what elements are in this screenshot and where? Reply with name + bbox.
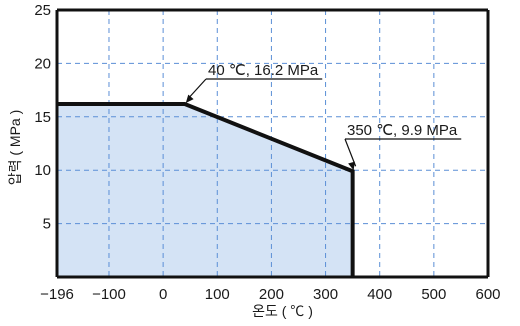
x-tick-label: 0 — [159, 286, 167, 303]
tick-labels-layer: −196 −100 0 100 200 300 400 500 600 5 10 15 20 25 — [34, 2, 500, 303]
y-tick-label: 25 — [34, 2, 51, 19]
annotations-layer: 40 ℃, 16.2 MPa 350 ℃, 9.9 MPa — [185, 62, 462, 171]
allowable-region-layer — [57, 103, 353, 277]
x-tick-label: 100 — [205, 286, 230, 303]
limit-curve-layer — [57, 101, 355, 277]
data-label: 350 ℃, 9.9 MPa — [347, 122, 458, 139]
plot-frame-layer — [55, 8, 490, 279]
y-tick-label: 20 — [34, 55, 51, 72]
x-tick-label: −196 — [40, 286, 74, 303]
allowable-region — [57, 103, 353, 277]
y-axis-title: 압력 ( MPa ) — [7, 110, 23, 186]
limit-curve — [57, 101, 355, 277]
x-tick-label: 500 — [421, 286, 446, 303]
x-tick-label: 300 — [313, 286, 338, 303]
annotation-leader-line — [344, 138, 357, 167]
y-tick-label: 15 — [34, 109, 51, 126]
x-tick-label: −100 — [92, 286, 126, 303]
x-tick-label: 400 — [367, 286, 392, 303]
data-label: 40 ℃, 16.2 MPa — [208, 62, 319, 79]
annotation-arrow-icon — [185, 94, 194, 103]
x-tick-label: 600 — [475, 286, 500, 303]
y-tick-label: 5 — [43, 216, 51, 233]
y-tick-label: 10 — [34, 162, 51, 179]
annotation-leader-line — [187, 78, 207, 100]
annotation-arrow-icon — [348, 161, 355, 171]
x-tick-label: 200 — [259, 286, 284, 303]
x-axis-title: 온도 ( ℃ ) — [252, 303, 313, 319]
